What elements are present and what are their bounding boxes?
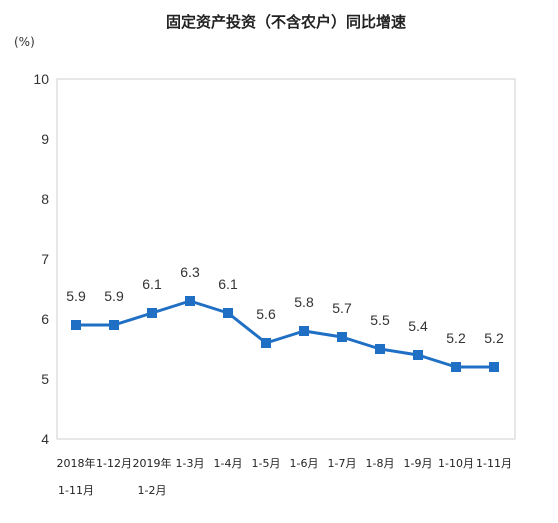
data-label: 5.2: [484, 330, 504, 346]
series-group: [71, 296, 499, 372]
x-tick-line: 1-7月: [328, 457, 357, 470]
data-point-marker: [337, 332, 347, 342]
data-label: 6.3: [180, 264, 200, 280]
x-tick-line: 1-10月: [438, 457, 474, 470]
data-point-marker: [261, 338, 271, 348]
x-tick-label: 1-5月: [252, 457, 281, 470]
data-point-marker: [413, 350, 423, 360]
data-label: 5.6: [256, 306, 276, 322]
data-label: 6.1: [218, 276, 238, 292]
y-tick-label: 9: [41, 131, 49, 147]
x-tick-line: 1-4月: [214, 457, 243, 470]
x-tick-line: 2019年: [133, 456, 172, 470]
data-label: 5.4: [408, 318, 428, 334]
y-tick-label: 5: [41, 371, 49, 387]
x-tick-label: 1-3月: [176, 457, 205, 470]
y-tick-label: 10: [33, 71, 49, 87]
data-point-marker: [299, 326, 309, 336]
x-tick-label: 1-10月: [438, 457, 474, 470]
x-tick-label: 1-11月: [476, 457, 512, 470]
y-tick-label: 7: [41, 251, 49, 267]
x-axis: 2018年 1-11月 1-12月 2019年 1-2月 1-3月 1-4月 1-5月 1-6月…: [57, 456, 512, 497]
x-tick-line: 2018年: [57, 456, 96, 470]
plot-area: [56, 78, 516, 440]
data-label: 5.5: [370, 312, 390, 328]
x-tick-label: 1-9月: [404, 457, 433, 470]
series-line: [76, 299, 494, 369]
data-label: 5.9: [66, 288, 86, 304]
data-labels: 5.9 5.9 6.1 6.3 6.1 5.6 5.8 5.7 5.5 5.4 5.2 5.2: [66, 264, 504, 346]
x-tick-line: 1-11月: [58, 484, 94, 497]
x-tick-line: 1-11月: [476, 457, 512, 470]
data-point-marker: [223, 308, 233, 318]
x-tick-label: 2019年 1-2月: [133, 456, 172, 497]
y-axis: 4 5 6 7 8 9 10: [33, 71, 49, 447]
data-label: 6.1: [142, 276, 162, 292]
y-axis-unit: (%): [14, 35, 35, 49]
y-tick-label: 8: [41, 191, 49, 207]
data-label: 5.8: [294, 294, 314, 310]
data-point-marker: [109, 320, 119, 330]
y-tick-label: 4: [41, 431, 49, 447]
data-label: 5.9: [104, 288, 124, 304]
data-label: 5.7: [332, 300, 352, 316]
x-tick-line: 1-2月: [138, 484, 167, 497]
data-point-marker: [185, 296, 195, 306]
data-point-marker: [489, 362, 499, 372]
chart-title: 固定资产投资（不含农户）同比增速: [166, 13, 406, 31]
x-tick-label: 1-4月: [214, 457, 243, 470]
x-tick-label: 1-12月: [96, 457, 132, 470]
data-point-marker: [451, 362, 461, 372]
y-tick-label: 6: [41, 311, 49, 327]
x-tick-label: 1-6月: [290, 457, 319, 470]
x-tick-label: 2018年 1-11月: [57, 456, 96, 497]
x-tick-line: 1-3月: [176, 457, 205, 470]
x-tick-line: 1-5月: [252, 457, 281, 470]
data-point-marker: [71, 320, 81, 330]
data-point-marker: [147, 308, 157, 318]
x-tick-line: 1-12月: [96, 457, 132, 470]
x-tick-line: 1-8月: [366, 457, 395, 470]
data-point-marker: [375, 344, 385, 354]
x-tick-label: 1-7月: [328, 457, 357, 470]
x-tick-line: 1-9月: [404, 457, 433, 470]
data-label: 5.2: [446, 330, 466, 346]
x-tick-label: 1-8月: [366, 457, 395, 470]
x-tick-line: 1-6月: [290, 457, 319, 470]
